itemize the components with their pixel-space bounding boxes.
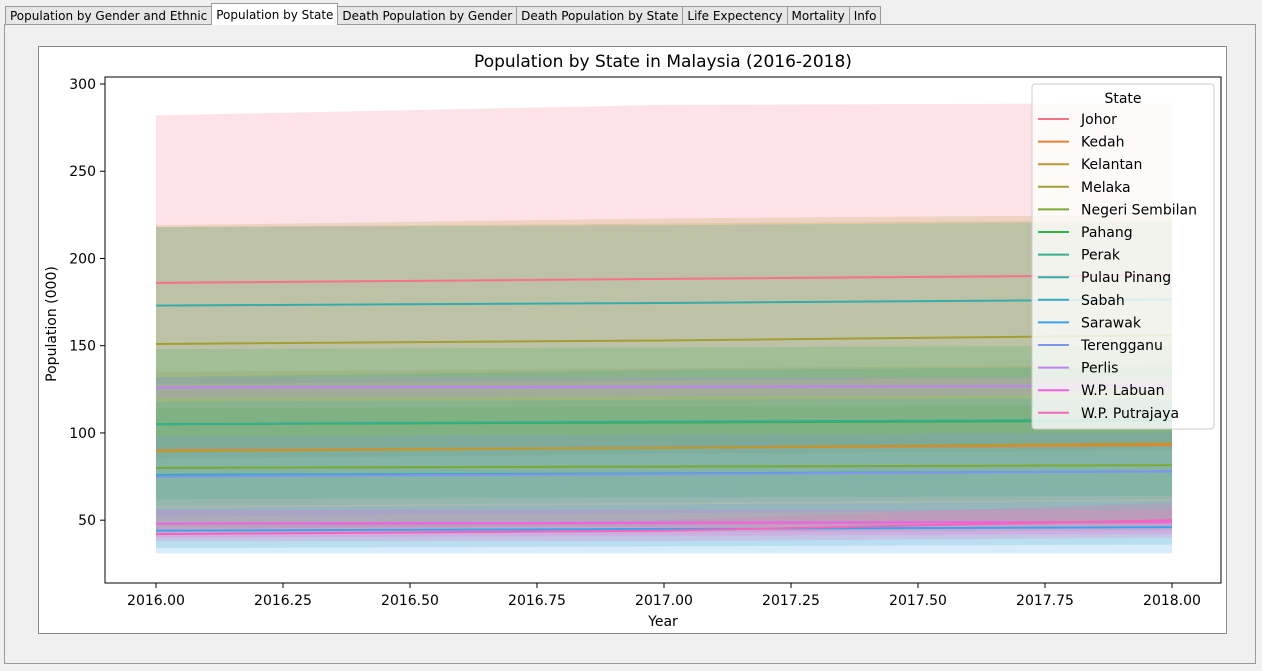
legend-label: Pahang [1081,225,1133,241]
line-perak [155,418,1173,426]
y-tick-label: 150 [69,339,96,355]
tab-population-by-state[interactable]: Population by State [211,3,339,25]
x-tick-label: 2018.00 [1143,593,1201,609]
chart-svg: Population by State in Malaysia (2016-20… [44,52,1222,630]
x-tick-label: 2017.50 [889,593,947,609]
line-w-p-labuan [155,520,1173,525]
chart-figure: Population by State in Malaysia (2016-20… [38,46,1227,634]
x-tick-label: 2017.25 [762,593,820,609]
x-axis-label: Year [647,614,678,630]
legend-label: Kedah [1081,135,1124,151]
legend-label: Terengganu [1080,338,1163,354]
tab-population-by-gender-and-ethnic[interactable]: Population by Gender and Ethnic [5,6,213,25]
y-tick-label: 300 [69,77,96,93]
line-terengganu [155,470,1173,478]
tab-life-expectency[interactable]: Life Expectency [682,6,788,25]
legend-label: W.P. Labuan [1081,383,1164,399]
legend-label: Perlis [1081,361,1118,377]
legend-label: Kelantan [1081,157,1142,173]
line-kelantan [155,442,1173,453]
line-w-p-putrajaya [155,519,1173,536]
x-axis-ticks: 2016.00 2016.25 2016.50 2016.75 2017.00 2017.… [127,583,1201,609]
series-lines [155,274,1173,536]
y-axis-label: Population (000) [44,266,60,382]
x-tick-label: 2017.75 [1016,593,1074,609]
line-melaka [155,334,1173,345]
legend-box [1031,83,1215,430]
line-pulau-pinang [155,298,1173,307]
legend-label: Perak [1081,248,1121,264]
y-tick-label: 50 [78,513,96,529]
plot-area-frame [104,76,1222,584]
y-axis-ticks: 50 100 150 200 250 300 [69,77,105,529]
line-johor [155,274,1173,284]
x-tick-label: 2016.00 [127,593,185,609]
legend-label: Negeri Sembilan [1081,202,1197,218]
confidence-bands [156,103,1172,554]
x-tick-label: 2017.00 [635,593,693,609]
band-johor [156,103,1172,451]
band-perak [156,366,1172,507]
tab-bar: Population by Gender and Ethnic Populati… [5,3,882,25]
line-negeri-sembilan [155,464,1173,469]
legend: State Johor Kedah Kelantan Melaka Negeri Sem… [1031,83,1215,430]
y-tick-label: 250 [69,164,96,180]
legend-label: Pulau Pinang [1081,270,1171,286]
legend-label: Johor [1080,112,1117,128]
band-kelantan [156,214,1172,535]
tab-mortality[interactable]: Mortality [786,6,850,25]
y-tick-label: 100 [69,426,96,442]
tab-death-population-by-gender[interactable]: Death Population by Gender [337,6,518,25]
chart-title: Population by State in Malaysia (2016-20… [474,52,852,72]
y-tick-label: 200 [69,251,96,267]
legend-label: W.P. Putrajaya [1081,406,1179,422]
legend-title: State [1104,91,1141,107]
x-tick-label: 2016.75 [508,593,566,609]
tab-death-population-by-state[interactable]: Death Population by State [516,6,684,25]
x-tick-label: 2016.50 [381,593,439,609]
tab-info[interactable]: Info [848,6,882,25]
line-perlis [155,384,1173,389]
line-sarawak [155,526,1173,532]
legend-items: Johor Kedah Kelantan Melaka Negeri Sembilan P… [1038,112,1197,422]
legend-label: Sarawak [1081,315,1142,331]
legend-label: Sabah [1081,293,1125,309]
band-sarawak [156,500,1172,554]
x-tick-label: 2016.25 [254,593,312,609]
legend-label: Melaka [1081,180,1131,196]
